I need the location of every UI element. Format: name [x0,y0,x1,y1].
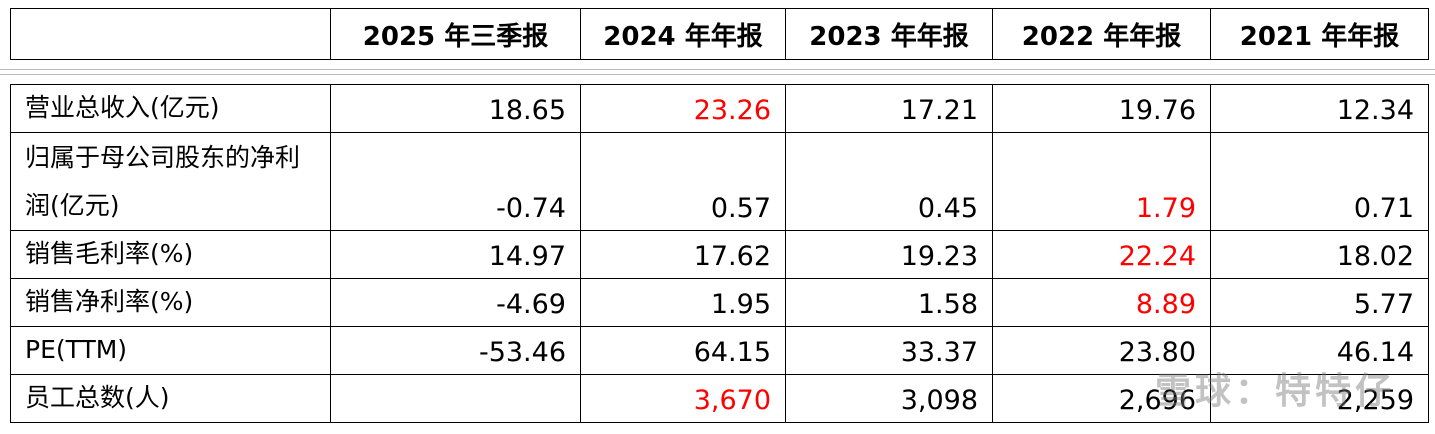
row-label: 归属于母公司股东的净利润(亿元) [10,132,331,231]
value-cell: 1.95 [580,278,786,327]
column-header: 2025 年三季报 [330,8,581,60]
separator [0,69,1435,70]
value-cell: 2,696 [992,374,1211,423]
value-cell: 3,098 [785,374,993,423]
column-header: 2021 年年报 [1210,8,1429,60]
value-cell: 1.79 [992,132,1211,231]
value-cell: 23.26 [580,84,786,133]
value-cell: 5.77 [1210,278,1429,327]
value-cell: -53.46 [330,326,581,375]
value-cell: 22.24 [992,230,1211,279]
value-cell: -0.74 [330,132,581,231]
value-cell: 64.15 [580,326,786,375]
value-cell: 2,259 [1210,374,1429,423]
value-cell: 8.89 [992,278,1211,327]
value-cell: 1.58 [785,278,993,327]
row-label: 员工总数(人) [10,374,331,423]
value-cell: 14.97 [330,230,581,279]
value-cell: 0.57 [580,132,786,231]
value-cell [330,374,581,423]
row-label: 销售净利率(%) [10,278,331,327]
column-header: 2022 年年报 [992,8,1211,60]
value-cell: 0.71 [1210,132,1429,231]
value-cell: 0.45 [785,132,993,231]
value-cell: 19.76 [992,84,1211,133]
value-cell: -4.69 [330,278,581,327]
header-corner [10,8,331,60]
value-cell: 12.34 [1210,84,1429,133]
value-cell: 19.23 [785,230,993,279]
column-header: 2023 年年报 [785,8,993,60]
value-cell: 17.21 [785,84,993,133]
value-cell: 33.37 [785,326,993,375]
row-label: PE(TTM) [10,326,331,375]
separator [0,74,1435,75]
row-label: 营业总收入(亿元) [10,84,331,133]
value-cell: 18.65 [330,84,581,133]
column-header: 2024 年年报 [580,8,786,60]
value-cell: 17.62 [580,230,786,279]
row-label: 销售毛利率(%) [10,230,331,279]
watermark: 雪球：特特仔 [1154,371,1395,412]
value-cell: 3,670 [580,374,786,423]
value-cell: 18.02 [1210,230,1429,279]
